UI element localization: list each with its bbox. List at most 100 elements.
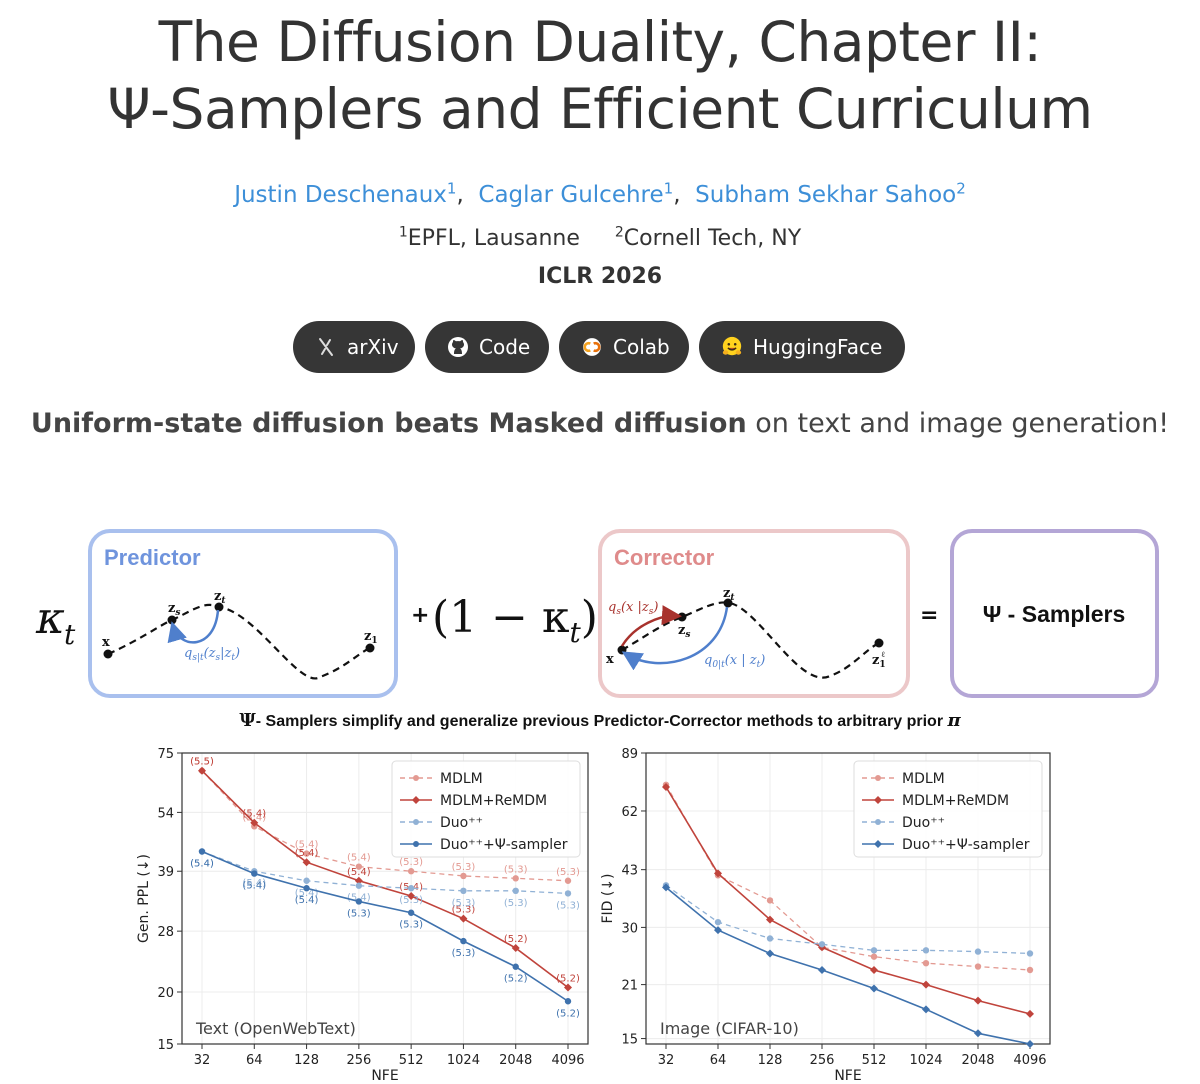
svg-text:zt: zt	[723, 586, 735, 603]
psi-samplers-box	[950, 529, 1159, 698]
svg-text:q0|t(x | zt): q0|t(x | zt)	[704, 653, 765, 670]
data-label: (5.3)	[452, 948, 476, 959]
data-point	[714, 926, 722, 935]
data-point	[662, 883, 670, 892]
data-label: (5.4)	[190, 858, 214, 869]
data-label: (5.4)	[295, 895, 319, 906]
colab-icon	[581, 336, 603, 358]
diagram-caption: Ψ- Samplers simplify and generalize prev…	[239, 710, 961, 731]
data-point	[870, 947, 878, 954]
x-tick-label: 32	[658, 1053, 675, 1068]
author-list: Justin Deschenaux1, Caglar Gulcehre1, Su…	[234, 179, 966, 208]
data-label: (5.4)	[242, 881, 266, 892]
data-label: (5.4)	[295, 888, 319, 899]
svg-text:+: +	[411, 603, 429, 628]
predictor-box	[88, 529, 398, 698]
legend-label: Duo⁺⁺	[440, 815, 483, 831]
data-point	[407, 868, 415, 875]
series-line-2	[665, 884, 1031, 955]
legend-marker	[875, 775, 881, 781]
data-point	[250, 818, 259, 827]
legend-label: Duo⁺⁺	[902, 815, 945, 831]
predictor-label: Predictor	[104, 545, 201, 570]
data-point	[662, 782, 670, 791]
data-label: (5.3)	[452, 862, 476, 873]
data-point	[1026, 966, 1034, 974]
data-point	[818, 941, 826, 948]
data-label: (5.2)	[556, 974, 580, 985]
author-link-3[interactable]: Subham Sekhar Sahoo2	[695, 179, 966, 208]
series-line-0	[665, 784, 1031, 971]
colab-button[interactable]: Colab	[559, 321, 689, 373]
legend	[853, 760, 1043, 858]
data-point	[922, 959, 930, 967]
svg-text:=: =	[920, 603, 938, 628]
legend-label: MDLM	[902, 771, 945, 787]
data-point	[460, 937, 467, 945]
venue: ICLR 2026	[537, 264, 663, 289]
github-icon	[447, 336, 469, 358]
paper-title-line2: Ψ-Samplers and Efficient Curriculum	[107, 77, 1093, 141]
data-point	[922, 1005, 930, 1014]
data-label: (5.2)	[556, 1008, 580, 1019]
data-point	[974, 948, 982, 955]
legend-marker	[875, 819, 881, 825]
author-link-2[interactable]: Caglar Gulcehre1	[478, 179, 674, 208]
corrector-label: Corrector	[614, 545, 715, 570]
data-point	[459, 914, 468, 923]
x-tick-label: 256	[346, 1053, 371, 1068]
x-tick-label: 1024	[909, 1053, 942, 1068]
legend-label: Duo⁺⁺+Ψ-sampler	[440, 837, 568, 853]
author-link-1[interactable]: Justin Deschenaux1	[234, 179, 457, 208]
x-tick-label: 2048	[499, 1053, 532, 1068]
data-point	[251, 870, 258, 877]
chart-annotation: Image (CIFAR-10)	[660, 1019, 799, 1038]
data-point	[302, 858, 311, 867]
data-label: (5.4)	[347, 893, 371, 904]
data-point	[870, 984, 878, 993]
x-tick-label: 2048	[961, 1053, 994, 1068]
x-axis-label: NFE	[834, 1068, 861, 1084]
y-axis-label: Gen. PPL (↓)	[136, 854, 152, 943]
data-point	[407, 909, 415, 916]
arxiv-button[interactable]: arXiv	[293, 321, 415, 373]
svg-text:qs|t(zs|zt): qs|t(zs|zt)	[184, 646, 240, 663]
legend-marker	[874, 840, 882, 848]
svg-text:x: x	[102, 635, 110, 650]
series-line-2	[201, 850, 569, 895]
data-label: (5.4)	[295, 848, 319, 859]
svg-text:qs(x |zs): qs(x |zs)	[608, 600, 658, 617]
data-point	[714, 918, 722, 926]
y-tick-label: 89	[621, 747, 638, 762]
plot-frame	[645, 752, 1051, 1045]
data-point	[460, 872, 467, 880]
data-label: (5.4)	[190, 858, 214, 869]
predictor-arrow	[167, 609, 220, 644]
x-tick-label: 512	[862, 1053, 887, 1068]
data-point	[198, 848, 206, 855]
y-tick-label: 54	[157, 806, 174, 821]
svg-text:zs: zs	[678, 623, 690, 640]
arxiv-icon	[315, 336, 337, 358]
legend	[391, 760, 581, 858]
y-tick-label: 21	[621, 979, 638, 994]
data-point	[303, 850, 310, 857]
series-line-1	[201, 770, 569, 989]
data-point	[198, 766, 206, 775]
corrector-box	[598, 529, 910, 698]
legend-marker	[413, 775, 419, 781]
x-tick-label: 64	[710, 1053, 727, 1068]
huggingface-button[interactable]: HuggingFace	[699, 321, 905, 373]
data-point	[512, 963, 519, 970]
y-axis-label: FID (↓)	[600, 873, 616, 923]
data-label: (5.3)	[556, 867, 580, 878]
data-point	[355, 863, 363, 870]
data-label: (5.4)	[347, 853, 371, 864]
y-tick-label: 15	[621, 1033, 638, 1048]
data-point	[818, 966, 826, 975]
code-button[interactable]: Code	[425, 321, 549, 373]
data-point	[922, 980, 930, 989]
data-label: (5.2)	[504, 974, 528, 985]
data-label: (5.3)	[504, 864, 528, 875]
x-tick-label: 256	[810, 1053, 835, 1068]
